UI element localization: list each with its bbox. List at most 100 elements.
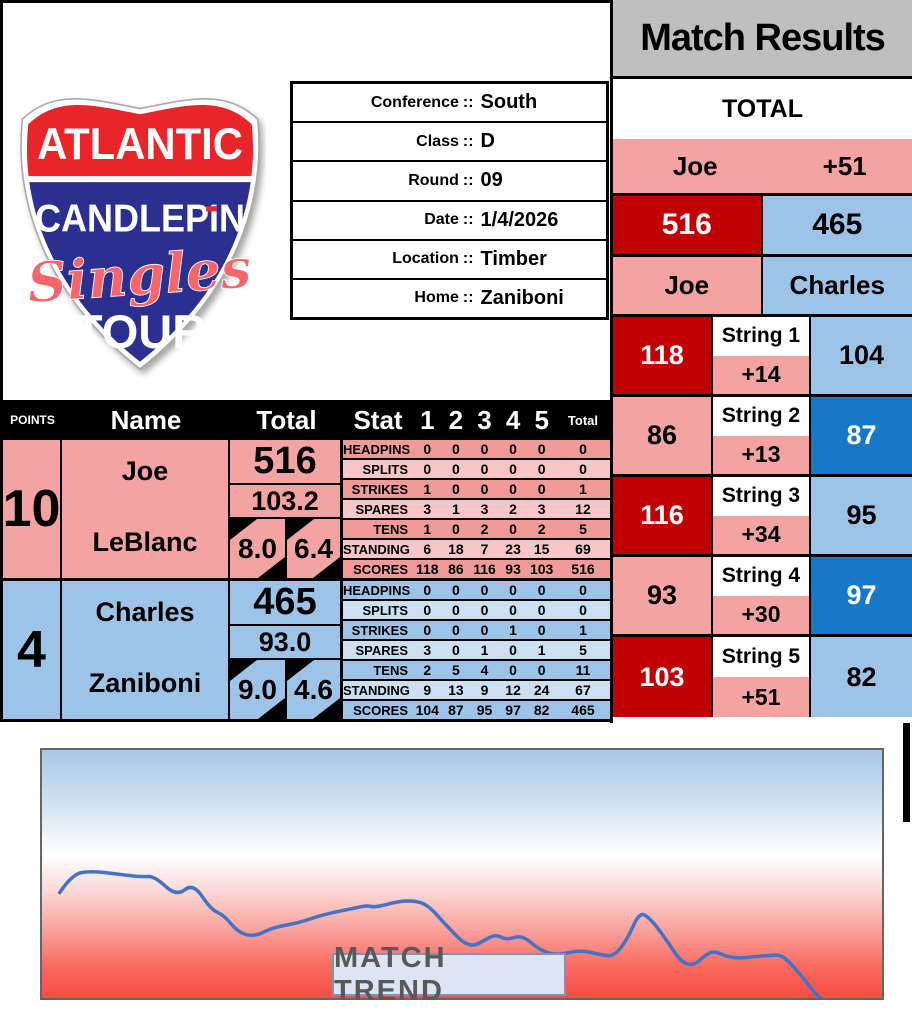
info-value: Timber xyxy=(480,247,547,270)
stat-value-game-4: 0 xyxy=(509,461,517,477)
stat-value-game-1: 0 xyxy=(423,582,432,598)
player-points: 4 xyxy=(3,581,62,719)
stat-row-standing: STANDING 6 18 7 23 15 69 xyxy=(343,540,610,560)
stat-value-game-1: 3 xyxy=(423,501,432,517)
stat-label: SCORES xyxy=(353,702,408,718)
player1-string-score: 93 xyxy=(613,557,713,634)
stat-label: SPARES xyxy=(355,501,409,517)
stat-value-game-3: 0 xyxy=(480,622,489,638)
player-average: 93.0 xyxy=(230,626,340,660)
info-row-location: Location:: Timber xyxy=(293,241,606,280)
player2-string-score: 104 xyxy=(811,317,912,394)
player2-total-score: 465 xyxy=(762,196,912,254)
player-avg-right: 4.6 xyxy=(285,660,340,719)
string-middle-cell: String 4 +30 xyxy=(713,557,812,634)
stat-row-headpins: HEADPINS 0 0 0 0 0 0 xyxy=(343,581,610,601)
stat-value-game-1: 0 xyxy=(423,461,432,477)
info-row-class: Class:: D xyxy=(293,123,606,163)
info-value: Zaniboni xyxy=(480,286,564,309)
stat-value-game-1: 6 xyxy=(423,541,432,557)
stat-row-splits: SPLITS 0 0 0 0 0 0 xyxy=(343,601,610,621)
info-value: 1/4/2026 xyxy=(480,208,559,231)
string-middle-cell: String 3 +34 xyxy=(713,477,812,554)
info-label: Class xyxy=(416,132,459,150)
total-scores-row: 516 465 xyxy=(613,196,912,257)
info-separator: :: xyxy=(462,93,474,111)
stat-row-headpins: HEADPINS 0 0 0 0 0 0 xyxy=(343,440,610,460)
trend-line xyxy=(60,872,821,998)
stat-value-game-4: 0 xyxy=(509,521,517,537)
stat-row-tens: TENS 2 5 4 0 0 11 xyxy=(343,661,610,681)
stat-value-game-2: 0 xyxy=(451,642,460,658)
score-table-header: POINTS Name Total Stat 1 2 3 4 5 Total xyxy=(3,400,610,440)
tour-logo: ATLANTIC CANDLEPIN Singles TOUR xyxy=(14,68,266,378)
string-cumulative-diff: +51 xyxy=(713,677,810,717)
stat-row-strikes: STRIKES 1 0 0 0 0 1 xyxy=(343,480,610,500)
player-name-cell: Charles Zaniboni xyxy=(62,581,230,719)
match-trend-chart: MATCH TREND xyxy=(40,748,884,1007)
stat-value-game-2: 0 xyxy=(451,481,460,497)
stat-label: SPLITS xyxy=(362,461,408,477)
stat-value-game-3: 3 xyxy=(480,501,489,517)
stat-value-game-1: 0 xyxy=(423,441,432,457)
header-total: Total xyxy=(256,404,317,435)
shield-red-band xyxy=(27,105,253,177)
stat-total: 0 xyxy=(579,582,587,598)
info-label: Date xyxy=(424,211,459,229)
header-game-2: 2 xyxy=(448,404,464,435)
string-label: String 3 xyxy=(713,477,810,516)
stat-value-game-4: 23 xyxy=(505,541,521,557)
logo-pin-dash xyxy=(206,206,217,212)
player-stat-table: HEADPINS 0 0 0 0 0 0 SPLITS 0 0 0 0 0 0 STRIKES 1 0 0 0 0 1 S… xyxy=(343,440,610,578)
stat-total: 465 xyxy=(571,702,595,718)
player1-string-score: 116 xyxy=(613,477,713,554)
stat-value-game-1: 104 xyxy=(415,702,439,718)
stat-total: 5 xyxy=(579,642,587,658)
stat-value-game-3: 95 xyxy=(476,702,493,718)
stat-row-scores: SCORES 104 87 95 97 82 465 xyxy=(343,701,610,719)
string-cumulative-diff: +14 xyxy=(713,355,810,394)
stat-value-game-3: 0 xyxy=(480,602,489,618)
player-total-cell: 465 93.0 9.0 4.6 xyxy=(230,581,343,719)
string-label: String 4 xyxy=(713,557,810,596)
stat-value-game-5: 0 xyxy=(537,461,546,477)
stat-label: HEADPINS xyxy=(343,582,411,598)
player-last-name: Zaniboni xyxy=(88,668,202,698)
score-table: POINTS Name Total Stat 1 2 3 4 5 Total 1… xyxy=(0,400,610,722)
stat-value-game-2: 0 xyxy=(451,441,460,457)
stat-total: 1 xyxy=(579,622,587,638)
logo-text-atlantic: ATLANTIC xyxy=(37,120,243,169)
player-names-row: Joe Charles xyxy=(613,257,912,317)
stat-value-game-5: 0 xyxy=(537,602,546,618)
stat-value-game-3: 116 xyxy=(473,561,496,577)
player-total-pinfall: 516 xyxy=(230,440,340,485)
trend-line-plot xyxy=(42,750,882,998)
player-avg-left: 9.0 xyxy=(230,660,285,719)
stat-value-game-5: 24 xyxy=(533,682,550,698)
match-results-panel: Match Results TOTAL Joe +51 516 465 Joe … xyxy=(610,0,912,723)
stat-label: STRIKES xyxy=(351,481,408,497)
info-separator: :: xyxy=(462,132,474,150)
header-game-1: 1 xyxy=(420,404,435,435)
match-results-title: Match Results xyxy=(613,0,912,79)
stat-value-game-1: 0 xyxy=(423,602,432,618)
stat-value-game-4: 0 xyxy=(509,481,517,497)
stat-label: STANDING xyxy=(343,541,410,557)
match-leader-row: Joe +51 xyxy=(613,139,912,196)
player2-string-score: 87 xyxy=(811,397,912,474)
player-avg-pair: 8.0 6.4 xyxy=(230,519,340,578)
stat-total: 0 xyxy=(579,602,587,618)
leader-margin: +51 xyxy=(822,150,867,181)
string-row-4: 93 String 4 +30 97 xyxy=(613,557,912,637)
player2-string-score: 82 xyxy=(811,637,912,717)
stat-label: SCORES xyxy=(353,561,408,577)
sheet-top-border xyxy=(0,0,912,3)
stat-value-game-3: 0 xyxy=(480,481,489,497)
stat-value-game-2: 1 xyxy=(451,501,460,517)
header-name: Name xyxy=(110,404,182,435)
player-row-charles: 4 Charles Zaniboni 465 93.0 9.0 4.6 HEADPINS 0 0 0… xyxy=(3,581,610,722)
stat-value-game-2: 0 xyxy=(451,461,460,477)
stat-label: SPLITS xyxy=(362,602,408,618)
stat-value-game-5: 0 xyxy=(537,582,546,598)
